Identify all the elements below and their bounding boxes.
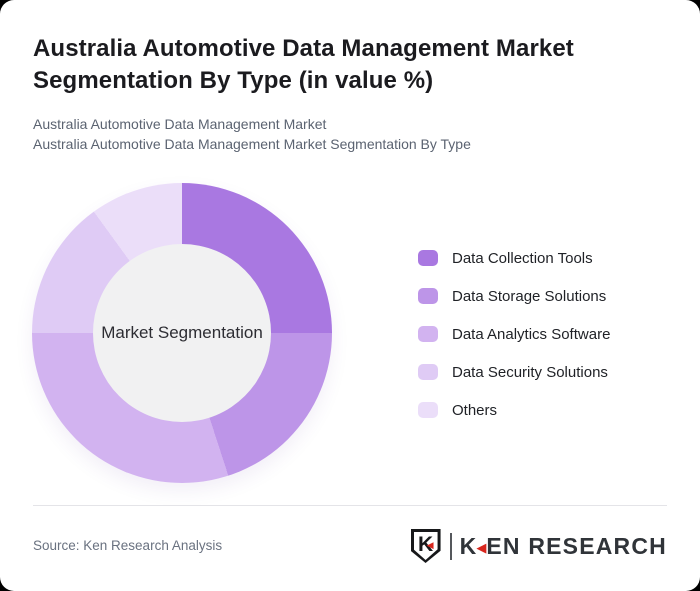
brand-wordmark: K ◀ EN RESEARCH xyxy=(459,532,667,559)
legend-swatch-icon xyxy=(418,326,438,342)
legend-swatch-icon xyxy=(418,402,438,418)
legend-item: Others xyxy=(418,399,610,421)
wordmark-rest: EN RESEARCH xyxy=(486,532,667,559)
logo-separator xyxy=(449,532,452,560)
chart-legend: Data Collection Tools Data Storage Soluti… xyxy=(418,247,610,437)
legend-item: Data Storage Solutions xyxy=(418,285,610,307)
legend-label: Others xyxy=(452,401,498,419)
footer-divider xyxy=(33,505,667,506)
legend-item: Data Security Solutions xyxy=(418,361,610,383)
legend-swatch-icon xyxy=(418,250,438,266)
page-title-line1: Australia Automotive Data Management Mar… xyxy=(33,35,574,62)
legend-swatch-icon xyxy=(418,364,438,380)
page-title: Australia Automotive Data Management Mar… xyxy=(33,33,673,97)
shield-emblem-icon: K ◀ xyxy=(410,529,441,563)
wordmark-triangle-icon: ◀ xyxy=(476,539,487,555)
emblem-triangle-icon: ◀ xyxy=(426,540,434,550)
legend-label: Data Collection Tools xyxy=(452,249,593,267)
donut-center-label: Market Segmentation xyxy=(101,323,263,342)
shield-emblem-inner: K ◀ xyxy=(413,532,438,560)
legend-item: Data Analytics Software xyxy=(418,323,610,345)
legend-label: Data Analytics Software xyxy=(452,325,611,343)
donut-hole: Market Segmentation xyxy=(93,244,271,422)
subtitle-line1: Australia Automotive Data Management Mar… xyxy=(33,116,327,132)
subtitle-line2: Australia Automotive Data Management Mar… xyxy=(33,136,471,152)
wordmark-k: K xyxy=(459,532,478,559)
legend-label: Data Storage Solutions xyxy=(452,287,607,305)
chart-subtitles: Australia Automotive Data Management Mar… xyxy=(33,114,673,154)
legend-label: Data Security Solutions xyxy=(452,363,608,381)
legend-swatch-icon xyxy=(418,288,438,304)
source-text: Source: Ken Research Analysis xyxy=(33,538,223,553)
legend-item: Data Collection Tools xyxy=(418,247,610,269)
emblem-letter: K xyxy=(417,533,434,556)
donut-chart: Market Segmentation xyxy=(32,183,332,483)
ken-research-logo: K ◀ K ◀ EN RESEARCH xyxy=(410,527,667,565)
page-title-line2: Segmentation By Type (in value %) xyxy=(33,67,434,94)
